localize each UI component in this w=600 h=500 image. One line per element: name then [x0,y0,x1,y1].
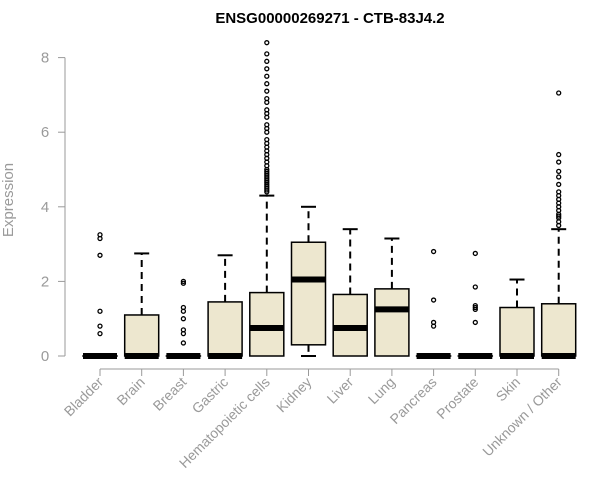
outlier-point [430,323,437,329]
box-iqr [123,314,160,357]
x-tick-label: Kidney [273,374,315,416]
outlier-point [556,222,562,229]
y-axis-label: Expression [0,163,17,237]
box-group [499,278,535,359]
y-tick-label: 4 [41,199,49,216]
y-tick-label: 0 [41,348,49,365]
box-iqr [374,288,410,357]
box-iqr [499,306,535,357]
outlier-point [264,66,270,72]
outlier-point [556,213,562,219]
plot-area [82,40,577,359]
box-iqr [290,241,327,346]
x-tick-label: Liver [324,374,357,407]
box-group [82,232,118,359]
outlier-point [264,189,270,195]
outlier-point [180,330,187,337]
box-group [457,250,494,359]
y-tick-label: 2 [41,273,49,290]
box-group [165,278,202,359]
outlier-point [556,174,562,180]
outlier-point [97,252,103,258]
outlier-point [264,88,270,94]
outlier-point [264,99,270,106]
outlier-point [472,319,478,326]
outlier-point [180,308,187,314]
outlier-point [97,323,103,329]
outlier-point [264,58,270,64]
outlier-point [556,181,562,188]
box-group [249,40,285,357]
box-group [540,90,577,359]
outlier-point [97,330,103,337]
outlier-point [180,340,187,346]
box-iqr [207,301,243,357]
box-group [207,254,243,359]
y-tick-label: 6 [41,124,49,141]
outlier-point [556,159,562,165]
outlier-point [264,81,270,87]
outlier-point [430,297,437,303]
y-axis: 0 2 4 6 8 [41,50,66,365]
outlier-point [472,306,478,313]
x-tick-label: Bladder [61,374,107,420]
outlier-point [180,278,187,285]
box-group [290,205,327,357]
box-group [415,248,452,359]
box-iqr [540,303,577,357]
outlier-point [180,316,187,322]
box-group [332,228,368,357]
y-tick-label: 8 [41,50,49,67]
chart-title: ENSG00000269271 - CTB-83J4.2 [215,10,444,27]
outlier-point [430,248,437,255]
x-tick-label: Lung [365,374,398,407]
box-iqr [249,291,285,357]
x-tick-label: Breast [150,374,190,414]
box-group [374,237,410,357]
outlier-point [472,304,478,311]
outlier-point [264,129,270,135]
outlier-point [556,168,562,175]
outlier-point [97,308,103,314]
outlier-point [264,114,270,120]
box-group [123,252,160,359]
x-tick-label: Prostate [433,374,481,422]
x-tick-label: Unknown / Other [479,374,565,460]
outlier-point [180,280,187,286]
outlier-point [472,250,478,257]
outlier-point [264,73,270,79]
outlier-point [264,187,270,193]
outlier-point [264,40,270,46]
outlier-point [264,51,270,57]
x-tick-label: Brain [113,374,147,408]
outlier-point [556,151,562,158]
outlier-point [556,90,562,96]
outlier-point [97,235,103,242]
outlier-point [472,284,478,290]
x-tick-label: Skin [493,374,524,405]
